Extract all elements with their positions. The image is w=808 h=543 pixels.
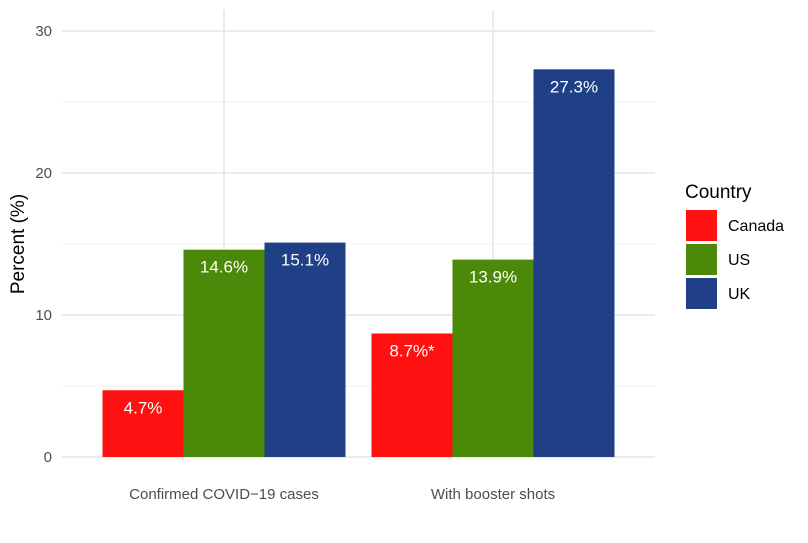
bar-value-label: 8.7%*: [389, 341, 435, 360]
legend-swatch-canada: [686, 210, 717, 241]
bar-value-label: 4.7%: [124, 398, 163, 417]
x-tick-label: Confirmed COVID−19 cases: [129, 486, 319, 503]
bar-value-label: 27.3%: [550, 77, 598, 96]
bar-uk: [264, 242, 346, 457]
bar-canada: [371, 333, 453, 457]
bar-labels: 4.7% 14.6% 15.1% 8.7%* 13.9% 27.3%: [124, 77, 598, 417]
y-tick-label: 30: [35, 23, 52, 40]
x-axis-ticks: Confirmed COVID−19 cases With booster sho…: [129, 486, 555, 503]
bar-value-label: 14.6%: [200, 258, 248, 277]
legend: Country Canada US UK: [685, 182, 784, 309]
y-tick-label: 20: [35, 165, 52, 182]
bar-value-label: 13.9%: [469, 268, 517, 287]
legend-title: Country: [685, 182, 752, 203]
bar-us: [452, 259, 534, 457]
legend-label-uk: UK: [728, 286, 751, 303]
legend-label-canada: Canada: [728, 218, 784, 235]
y-tick-label: 0: [44, 449, 52, 466]
bars: [102, 69, 615, 457]
bar-value-label: 15.1%: [281, 251, 329, 270]
bar-uk: [533, 69, 615, 457]
bar-us: [183, 249, 265, 457]
legend-label-us: US: [728, 252, 750, 269]
legend-swatch-uk: [686, 278, 717, 309]
y-tick-label: 10: [35, 307, 52, 324]
y-axis-ticks: 0 10 20 30: [35, 23, 52, 466]
legend-swatch-us: [686, 244, 717, 275]
y-axis-label: Percent (%): [8, 194, 29, 294]
bar-canada: [102, 390, 184, 457]
x-tick-label: With booster shots: [431, 486, 555, 503]
